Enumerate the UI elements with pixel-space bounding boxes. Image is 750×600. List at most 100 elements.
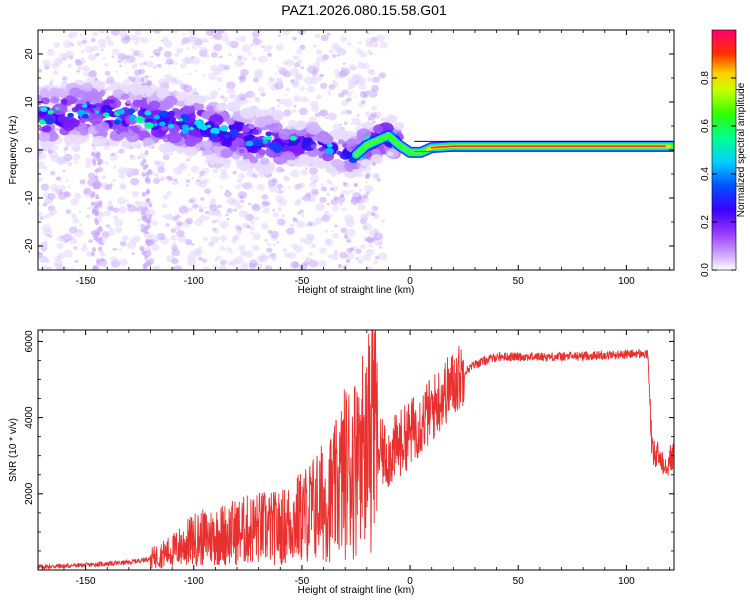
noise-blob — [188, 30, 197, 35]
noise-blob — [338, 92, 345, 98]
noise-blob — [110, 183, 113, 186]
noise-blob — [87, 206, 92, 210]
spectrogram-y-tick-label: -20 — [24, 238, 35, 253]
noise-blob — [325, 116, 328, 120]
noise-blob — [340, 67, 351, 76]
noise-blob — [63, 150, 66, 153]
band-blob — [260, 157, 270, 166]
snr-y-label: SNR (10 * v/v) — [8, 418, 19, 482]
sparse-blob — [333, 196, 338, 201]
noise-blob — [226, 217, 230, 221]
noise-blob — [292, 36, 297, 41]
noise-blob — [103, 62, 109, 68]
noise-blob — [38, 161, 46, 169]
noise-blob — [163, 50, 172, 58]
band-blob — [322, 153, 330, 159]
noise-blob — [346, 239, 351, 243]
noise-blob — [209, 64, 218, 72]
streak-blob — [93, 266, 98, 270]
noise-blob — [104, 36, 111, 42]
snr-y-ticks: 2000 4000 6000 — [24, 330, 674, 571]
noise-blob — [298, 107, 308, 116]
noise-blob — [146, 209, 156, 217]
noise-blob — [108, 226, 113, 230]
noise-blob — [82, 72, 88, 77]
noise-blob — [231, 199, 237, 203]
core-blob — [209, 133, 218, 139]
noise-blob — [133, 40, 139, 45]
noise-blob — [119, 240, 127, 247]
noise-blob — [303, 261, 309, 267]
core-blob — [152, 123, 158, 127]
noise-blob — [191, 243, 195, 246]
noise-blob — [191, 55, 195, 59]
core-blob — [55, 107, 60, 111]
noise-blob — [266, 242, 272, 247]
core-blob — [181, 128, 189, 134]
core-blob — [167, 123, 175, 129]
noise-blob — [176, 230, 185, 238]
band-blob — [246, 133, 255, 140]
noise-blob — [194, 69, 198, 72]
noise-blob — [199, 179, 206, 185]
noise-blob — [113, 219, 124, 227]
noise-blob — [176, 79, 184, 86]
noise-blob — [114, 70, 118, 73]
band-blob — [195, 95, 207, 105]
noise-blob — [70, 198, 79, 206]
noise-blob — [272, 209, 276, 212]
band-blob — [302, 137, 311, 143]
noise-blob — [321, 214, 331, 222]
noise-blob — [88, 70, 98, 78]
streak-blob — [141, 191, 146, 197]
noise-blob — [284, 93, 288, 96]
colorbar-gradient — [711, 29, 737, 271]
noise-blob — [132, 63, 138, 69]
snr-x-label: Height of straight line (km) — [298, 585, 415, 596]
streak-blob — [94, 229, 99, 235]
noise-blob — [155, 53, 161, 57]
noise-blob — [77, 228, 83, 233]
noise-blob — [266, 82, 270, 85]
band-blob — [351, 168, 362, 177]
noise-blob — [226, 81, 236, 90]
noise-blob — [158, 46, 164, 51]
noise-blob — [327, 91, 332, 95]
noise-blob — [157, 166, 166, 173]
core-blob — [47, 109, 54, 115]
core-blob — [144, 110, 152, 116]
noise-blob — [38, 68, 43, 73]
noise-blob — [299, 44, 306, 50]
noise-blob — [314, 33, 321, 39]
noise-blob — [224, 260, 228, 264]
noise-blob — [289, 261, 295, 266]
noise-blob — [88, 239, 93, 244]
noise-blob — [200, 214, 205, 218]
noise-blob — [238, 35, 247, 43]
band-blob — [135, 94, 144, 101]
noise-blob — [165, 58, 174, 65]
noise-blob — [137, 201, 147, 210]
noise-blob — [267, 179, 277, 187]
noise-blob — [348, 79, 356, 85]
noise-blob — [209, 204, 218, 212]
band-blob — [325, 165, 336, 174]
noise-blob — [238, 244, 246, 251]
noise-blob — [352, 73, 363, 82]
noise-blob — [308, 252, 313, 256]
noise-blob — [73, 146, 81, 153]
noise-blob — [72, 217, 80, 224]
noise-blob — [171, 245, 178, 251]
noise-blob — [65, 179, 69, 182]
noise-blob — [139, 152, 146, 159]
core-blob — [144, 122, 154, 129]
noise-blob — [202, 266, 210, 270]
noise-blob — [55, 176, 61, 181]
noise-blob — [331, 230, 335, 233]
spectrogram-y-tick-label: 20 — [24, 48, 35, 60]
noise-blob — [208, 210, 215, 216]
noise-blob — [200, 197, 205, 201]
noise-blob — [333, 249, 338, 253]
noise-blob — [275, 195, 284, 203]
